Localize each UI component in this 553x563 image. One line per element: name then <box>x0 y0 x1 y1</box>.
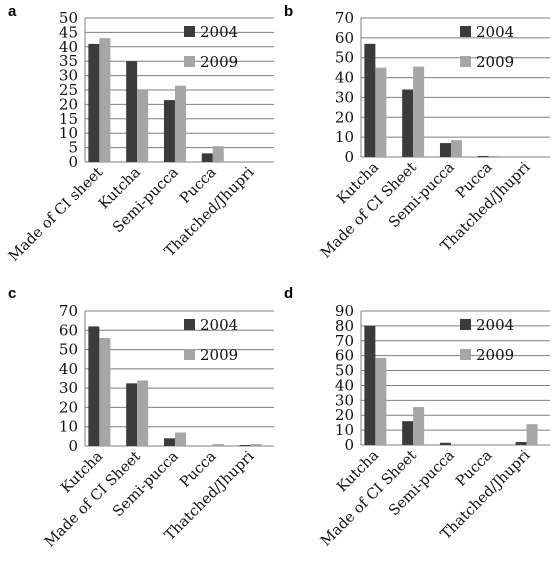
bar-2009 <box>212 444 224 446</box>
y-tick-label: 60 <box>59 321 78 339</box>
y-tick-label: 40 <box>59 38 78 56</box>
chart-panel-c: c 0 10 20 30 40 50 60 70 Kutcha Made of CI Sheet Se… <box>0 282 276 563</box>
bar-2009 <box>99 38 111 162</box>
bar-2009 <box>450 140 462 157</box>
y-tick-label: 0 <box>344 148 354 166</box>
bar-2009 <box>413 66 425 157</box>
chart-panel-d: d 0 10 20 30 40 50 60 70 80 90 Kutcha Made of CI She… <box>276 282 552 563</box>
y-tick-label: 50 <box>335 362 354 380</box>
bar-2009 <box>488 156 500 157</box>
bar-2009 <box>174 85 186 162</box>
y-tick-label: 5 <box>68 139 78 157</box>
bar-2009 <box>137 380 149 446</box>
panel-label: a <box>8 3 17 20</box>
y-tick-label: 60 <box>335 347 354 365</box>
x-tick-label: Made of CI sheet <box>6 164 106 264</box>
y-tick-label: 30 <box>59 67 78 85</box>
bar-2004 <box>163 100 175 162</box>
bar-2004 <box>126 61 138 163</box>
legend-label: 2004 <box>200 23 238 41</box>
y-tick-label: 35 <box>59 52 78 70</box>
chart-panel-b: b 0 10 20 30 40 50 60 70 Kutcha Made of CI Sheet Se… <box>276 0 552 281</box>
legend-swatch-2004 <box>460 319 471 330</box>
legend-swatch-2009 <box>184 349 195 360</box>
y-tick-label: 50 <box>59 9 78 27</box>
legend-label: 2009 <box>476 346 514 364</box>
y-tick-label: 30 <box>59 379 78 397</box>
y-tick-label: 20 <box>335 406 354 424</box>
y-tick-label: 30 <box>335 391 354 409</box>
panel-label: b <box>284 3 293 20</box>
legend-swatch-2004 <box>460 26 471 37</box>
bar-2004 <box>439 143 451 157</box>
bar-2009 <box>375 357 387 445</box>
legend-label: 2009 <box>200 346 238 364</box>
y-tick-label: 70 <box>59 302 78 320</box>
bar-2009 <box>99 338 111 446</box>
bar-2009 <box>488 444 500 445</box>
legend-label: 2009 <box>200 53 238 71</box>
legend-swatch-2004 <box>184 26 195 37</box>
y-tick-label: 25 <box>59 81 78 99</box>
bar-2009 <box>250 444 262 446</box>
bar-2004 <box>402 421 414 445</box>
y-tick-label: 70 <box>335 9 354 27</box>
bar-2009 <box>174 432 186 446</box>
y-tick-label: 20 <box>335 108 354 126</box>
legend-swatch-2009 <box>184 56 195 67</box>
legend-swatch-2004 <box>184 319 195 330</box>
y-tick-label: 45 <box>59 23 78 41</box>
panel-label: c <box>8 285 16 302</box>
y-tick-label: 10 <box>335 128 354 146</box>
y-tick-label: 20 <box>59 95 78 113</box>
bar-2004 <box>239 445 251 446</box>
y-tick-label: 90 <box>335 302 354 320</box>
bar-2009 <box>413 407 425 445</box>
bar-2004 <box>439 442 451 445</box>
bar-2004 <box>364 325 376 445</box>
bar-2004 <box>88 326 100 446</box>
y-tick-label: 70 <box>335 332 354 350</box>
y-tick-label: 15 <box>59 110 78 128</box>
y-tick-label: 20 <box>59 398 78 416</box>
y-tick-label: 10 <box>335 421 354 439</box>
bar-2009 <box>212 146 224 162</box>
y-tick-label: 10 <box>59 418 78 436</box>
legend-label: 2004 <box>476 23 514 41</box>
legend-label: 2004 <box>476 316 514 334</box>
legend-swatch-2009 <box>460 56 471 67</box>
y-tick-label: 30 <box>335 88 354 106</box>
bar-2004 <box>477 156 489 157</box>
y-tick-label: 60 <box>335 29 354 47</box>
y-tick-label: 40 <box>335 376 354 394</box>
bar-2004 <box>402 89 414 157</box>
panel-label: d <box>284 285 293 302</box>
y-tick-label: 40 <box>59 360 78 378</box>
y-tick-label: 0 <box>68 437 78 455</box>
y-tick-label: 80 <box>335 317 354 335</box>
y-tick-label: 50 <box>335 49 354 67</box>
bar-2009 <box>526 424 538 445</box>
bar-2004 <box>88 43 100 162</box>
legend-label: 2009 <box>476 53 514 71</box>
bar-2009 <box>137 90 149 162</box>
bar-2009 <box>375 67 387 157</box>
bar-2004 <box>126 383 138 446</box>
legend-label: 2004 <box>200 316 238 334</box>
legend-swatch-2009 <box>460 349 471 360</box>
bar-2004 <box>515 442 527 445</box>
y-tick-label: 0 <box>344 436 354 454</box>
y-tick-label: 40 <box>335 69 354 87</box>
bar-2004 <box>201 153 213 162</box>
y-tick-label: 0 <box>68 153 78 171</box>
y-tick-label: 10 <box>59 124 78 142</box>
bar-2004 <box>163 438 175 446</box>
bar-2004 <box>364 43 376 157</box>
chart-panel-a: a 0 5 10 15 20 25 30 35 40 45 50 Made of CI sheet Kut… <box>0 0 276 281</box>
y-tick-label: 50 <box>59 341 78 359</box>
